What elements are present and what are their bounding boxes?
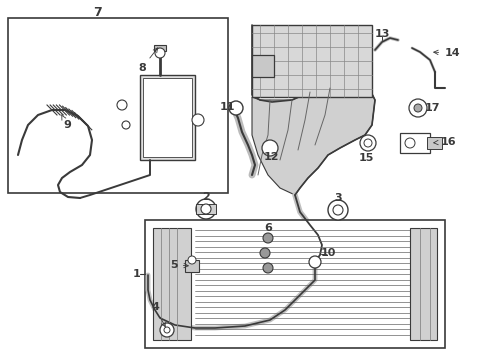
Bar xyxy=(409,228,436,340)
Circle shape xyxy=(363,139,371,147)
Circle shape xyxy=(196,199,216,219)
Text: 4: 4 xyxy=(151,302,165,327)
Bar xyxy=(153,228,191,340)
Bar xyxy=(154,45,165,51)
Circle shape xyxy=(404,138,414,148)
Bar xyxy=(145,220,444,348)
Circle shape xyxy=(413,104,421,112)
Circle shape xyxy=(228,101,243,115)
Text: 12: 12 xyxy=(263,152,278,162)
Text: 17: 17 xyxy=(424,103,439,113)
Bar xyxy=(251,25,371,97)
Circle shape xyxy=(163,327,170,333)
Bar xyxy=(142,78,192,157)
Circle shape xyxy=(117,100,127,110)
Circle shape xyxy=(260,248,269,258)
Text: 16: 16 xyxy=(433,137,455,147)
Circle shape xyxy=(122,121,130,129)
Circle shape xyxy=(262,140,278,156)
Circle shape xyxy=(308,256,320,268)
Text: 13: 13 xyxy=(373,29,389,39)
Text: 15: 15 xyxy=(358,153,373,163)
Bar xyxy=(8,18,227,193)
Text: 11: 11 xyxy=(219,102,234,112)
Text: 10: 10 xyxy=(320,248,335,258)
Circle shape xyxy=(201,204,210,214)
Circle shape xyxy=(408,99,426,117)
Bar xyxy=(196,204,216,214)
Text: 7: 7 xyxy=(93,5,102,18)
Text: 14: 14 xyxy=(433,48,459,58)
Bar xyxy=(399,133,429,153)
Circle shape xyxy=(327,200,347,220)
Text: 1: 1 xyxy=(133,269,141,279)
Circle shape xyxy=(332,205,342,215)
Text: 6: 6 xyxy=(264,223,271,233)
Text: 3: 3 xyxy=(333,193,341,203)
Bar xyxy=(184,260,199,272)
Circle shape xyxy=(192,114,203,126)
Circle shape xyxy=(263,263,272,273)
Circle shape xyxy=(359,135,375,151)
Circle shape xyxy=(187,256,196,264)
Text: 8: 8 xyxy=(138,48,158,73)
Text: 9: 9 xyxy=(61,115,71,130)
Text: 2: 2 xyxy=(202,192,209,202)
Text: 5: 5 xyxy=(170,260,188,270)
Bar xyxy=(426,137,441,149)
Bar xyxy=(251,55,273,77)
Circle shape xyxy=(155,48,164,58)
Circle shape xyxy=(160,323,174,337)
Circle shape xyxy=(263,233,272,243)
Polygon shape xyxy=(251,85,374,195)
Bar xyxy=(140,75,195,160)
